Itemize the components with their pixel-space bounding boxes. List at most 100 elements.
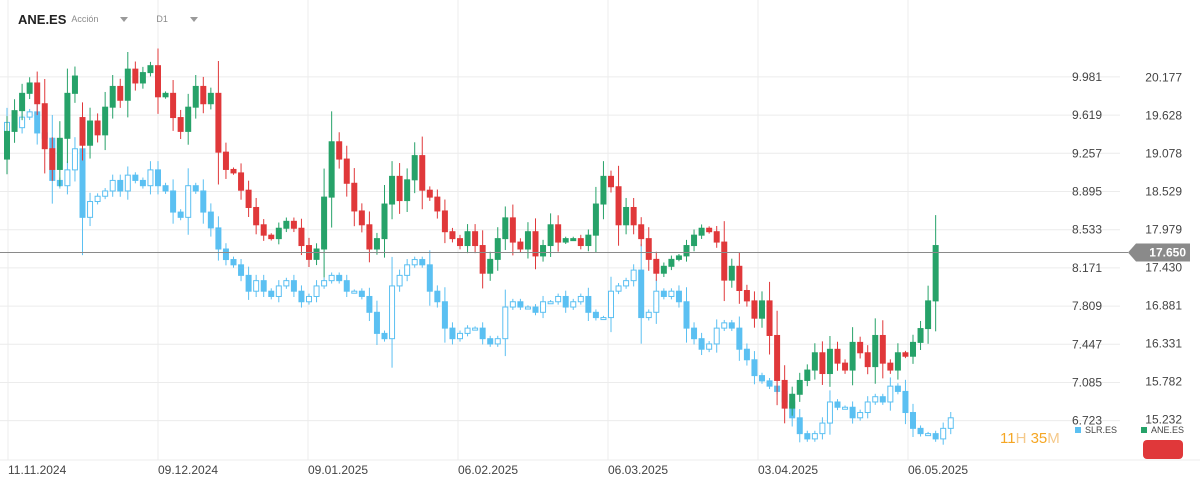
legend-item-slr[interactable]: SLR.ES <box>1075 425 1117 435</box>
slr-candle <box>509 301 516 308</box>
slr-candle <box>925 433 932 437</box>
timeframe-label[interactable]: D1 <box>156 14 168 24</box>
left-axis-tick-label: 7.085 <box>1072 375 1102 389</box>
slr-candle <box>819 422 826 435</box>
slr-candle <box>615 285 622 292</box>
slr-candle <box>238 264 245 276</box>
ane-candle <box>736 265 743 292</box>
ane-candle <box>290 220 297 229</box>
slr-candle <box>940 427 947 440</box>
slr-candle <box>570 301 577 308</box>
ane-candle <box>298 227 305 247</box>
legend-swatch-ane <box>1141 427 1147 433</box>
ane-candle <box>41 103 48 150</box>
slr-candle <box>691 327 698 340</box>
x-tick-label: 06.02.2025 <box>458 463 518 477</box>
right-axis-tick-label: 18.529 <box>1145 185 1182 199</box>
ane-candle <box>766 300 773 336</box>
slr-candle <box>373 311 380 334</box>
x-tick-label: 09.12.2024 <box>158 463 218 477</box>
ane-candle <box>419 155 426 191</box>
slr-candle <box>139 179 146 187</box>
slr-candle <box>94 195 101 203</box>
slr-candle <box>192 185 199 192</box>
ane-candle <box>215 92 222 153</box>
slr-candle <box>321 280 328 287</box>
ane-candle <box>509 217 516 243</box>
slr-candle <box>71 148 78 171</box>
ane-candle <box>56 137 63 170</box>
slr-candle <box>592 311 599 319</box>
slr-candle <box>185 185 192 218</box>
ane-candle <box>162 92 169 98</box>
slr-candle <box>109 179 116 192</box>
slr-candle <box>396 274 403 287</box>
slr-candle <box>660 290 667 297</box>
slr-candle <box>117 179 124 192</box>
slr-candle <box>894 385 901 392</box>
slr-candle <box>947 417 954 429</box>
slr-candle <box>917 427 924 435</box>
ane-candle <box>283 220 290 229</box>
ane-candle <box>728 265 735 281</box>
slr-candle <box>366 295 373 313</box>
slr-candle <box>826 401 833 424</box>
slr-candle <box>464 327 471 334</box>
slr-candle <box>298 290 305 303</box>
slr-candle <box>472 327 479 331</box>
ane-candle <box>87 120 94 146</box>
slr-candle <box>842 406 849 410</box>
legend-item-ane[interactable]: ANE.ES <box>1141 425 1184 435</box>
ane-candle <box>698 227 705 236</box>
slr-candle <box>155 169 161 187</box>
current-price-label: 17.650 <box>1149 245 1186 259</box>
ane-candle <box>887 362 894 371</box>
ane-candle <box>494 238 501 260</box>
slr-candles <box>4 100 954 445</box>
slr-candle <box>313 285 320 297</box>
slr-candle <box>562 295 569 308</box>
ane-candle <box>653 258 660 274</box>
right-axis-tick-label: 16.331 <box>1145 337 1182 351</box>
slr-candle <box>441 301 448 329</box>
slr-candle <box>653 290 660 313</box>
ane-candle <box>592 203 599 236</box>
slr-candle <box>766 380 773 387</box>
timer-minutes-unit: M <box>1047 430 1060 447</box>
x-tick-label: 06.05.2025 <box>908 463 968 477</box>
slr-candle <box>358 290 365 297</box>
ane-candle <box>238 172 245 191</box>
slr-candle <box>630 269 637 282</box>
current-price-tag <box>1128 243 1190 262</box>
slr-candle <box>743 348 750 361</box>
slr-candle <box>328 274 335 282</box>
slr-candle <box>698 338 705 350</box>
ane-candle <box>857 341 864 354</box>
timeframe-dropdown-icon[interactable] <box>189 16 198 22</box>
ane-candle <box>660 265 667 274</box>
ane-candle <box>26 82 33 94</box>
slr-candle <box>706 343 713 350</box>
ane-candle <box>64 92 71 139</box>
indicator-badge[interactable] <box>1143 440 1183 459</box>
ane-candle <box>177 117 184 132</box>
ane-candle <box>34 82 41 105</box>
ane-candle <box>585 234 592 247</box>
ane-candle <box>789 393 796 409</box>
right-axis-tick-label: 20.177 <box>1145 71 1182 85</box>
slr-candle <box>879 396 886 403</box>
ane-candle <box>608 175 614 188</box>
ane-candle <box>562 238 569 243</box>
slr-candle <box>245 274 252 292</box>
symbol-dropdown-icon[interactable] <box>120 16 129 22</box>
ane-candle <box>675 255 682 260</box>
slr-candle <box>124 174 131 192</box>
slr-candle <box>721 322 728 329</box>
ane-candle <box>71 75 78 94</box>
slr-candle <box>306 295 312 303</box>
ane-candle <box>245 189 252 208</box>
axis-labels: 11.11.2024 09.12.2024 09.01.2025 06.02.2025… <box>8 70 1182 477</box>
ane-candle <box>358 210 365 226</box>
symbol-name: ANE.ES <box>18 11 67 27</box>
